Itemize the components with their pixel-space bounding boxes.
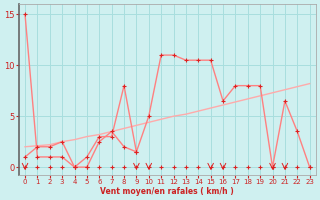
X-axis label: Vent moyen/en rafales ( km/h ): Vent moyen/en rafales ( km/h ) [100,187,234,196]
